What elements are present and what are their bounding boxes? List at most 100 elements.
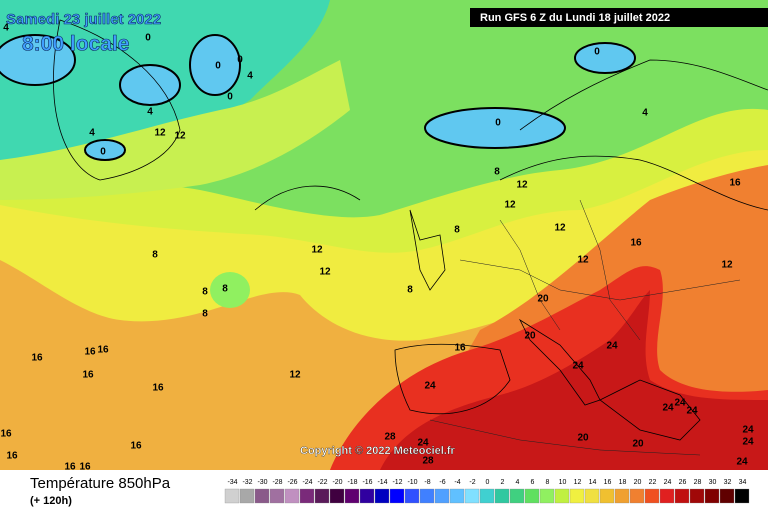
contour-label: 28 — [384, 432, 396, 443]
color-swatch — [449, 488, 465, 504]
contour-label: 16 — [130, 441, 142, 452]
contour-label: 24 — [742, 425, 754, 436]
color-swatch — [404, 488, 420, 504]
color-swatch — [734, 488, 750, 504]
scale-label: 6 — [531, 479, 535, 486]
contour-label: 8 — [454, 225, 460, 236]
color-swatch — [659, 488, 675, 504]
color-swatch — [254, 488, 270, 504]
scale-label: 10 — [559, 479, 567, 486]
contour-label: 12 — [721, 260, 733, 271]
color-swatch — [704, 488, 720, 504]
color-swatch — [239, 488, 255, 504]
contour-label: 16 — [454, 343, 466, 354]
color-swatch — [674, 488, 690, 504]
scale-label: 28 — [694, 479, 702, 486]
scale-label: 14 — [589, 479, 597, 486]
contour-label: 12 — [311, 245, 323, 256]
contour-label: 20 — [577, 433, 589, 444]
contour-label: 8 — [152, 250, 158, 261]
contour-label: 24 — [674, 398, 686, 409]
color-swatch — [524, 488, 540, 504]
scale-label: 8 — [546, 479, 550, 486]
scale-label: -10 — [407, 479, 417, 486]
local-time: 8:00 locale — [22, 33, 129, 56]
scale-label: -2 — [469, 479, 475, 486]
color-swatch — [299, 488, 315, 504]
scale-label: -28 — [272, 479, 282, 486]
contour-label: 16 — [152, 383, 164, 394]
color-swatch — [644, 488, 660, 504]
contour-label: 20 — [524, 331, 536, 342]
scale-label: -6 — [439, 479, 445, 486]
color-swatch — [314, 488, 330, 504]
scale-label: 16 — [604, 479, 612, 486]
temperature-field — [0, 0, 768, 470]
contour-label: 8 — [202, 309, 208, 320]
contour-label: 24 — [742, 437, 754, 448]
color-swatch — [269, 488, 285, 504]
contour-label: 8 — [494, 167, 500, 178]
contour-label: 16 — [79, 462, 91, 473]
scale-label: 2 — [501, 479, 505, 486]
contour-label: 16 — [84, 347, 96, 358]
contour-label: 16 — [82, 370, 94, 381]
color-swatch — [719, 488, 735, 504]
contour-label: 28 — [422, 456, 434, 467]
contour-label: 24 — [736, 457, 748, 468]
scale-label: 26 — [679, 479, 687, 486]
color-swatch — [224, 488, 240, 504]
scale-label: 22 — [649, 479, 657, 486]
contour-label: 16 — [0, 429, 12, 440]
color-swatch — [629, 488, 645, 504]
color-swatch — [479, 488, 495, 504]
legend-title: Température 850hPa — [30, 475, 171, 492]
scale-label: -4 — [454, 479, 460, 486]
scale-label: 12 — [574, 479, 582, 486]
contour-label: 12 — [577, 255, 589, 266]
scale-label: -8 — [424, 479, 430, 486]
contour-label: 4 — [642, 108, 648, 119]
contour-label: 8 — [202, 287, 208, 298]
contour-label: 0 — [227, 92, 233, 103]
color-swatch — [344, 488, 360, 504]
color-swatch — [359, 488, 375, 504]
contour-label: 20 — [632, 439, 644, 450]
contour-label: 8 — [407, 285, 413, 296]
contour-label: 12 — [154, 128, 166, 139]
valid-date: Samedi 23 juillet 2022 — [6, 11, 161, 28]
scale-label: 30 — [709, 479, 717, 486]
color-swatch — [494, 488, 510, 504]
contour-label: 12 — [516, 180, 528, 191]
color-swatch — [509, 488, 525, 504]
color-swatch — [389, 488, 405, 504]
color-swatch — [614, 488, 630, 504]
color-swatch — [584, 488, 600, 504]
scale-label: -14 — [377, 479, 387, 486]
lead-time: (+ 120h) — [30, 495, 72, 507]
scale-label: -32 — [242, 479, 252, 486]
copyright: Copyright © 2022 Meteociel.fr — [300, 445, 456, 457]
run-info: Run GFS 6 Z du Lundi 18 juillet 2022 — [480, 12, 670, 24]
contour-label: 12 — [289, 370, 301, 381]
contour-label: 12 — [554, 223, 566, 234]
contour-label: 16 — [31, 353, 43, 364]
contour-label: 16 — [630, 238, 642, 249]
contour-label: 8 — [222, 284, 228, 295]
contour-label: 24 — [606, 341, 618, 352]
scale-label: -20 — [332, 479, 342, 486]
contour-label: 4 — [147, 107, 153, 118]
contour-label: 16 — [97, 345, 109, 356]
contour-label: 0 — [594, 47, 600, 58]
color-swatch — [569, 488, 585, 504]
color-swatch — [374, 488, 390, 504]
color-swatch — [464, 488, 480, 504]
scale-label: 4 — [516, 479, 520, 486]
scale-label: -18 — [347, 479, 357, 486]
color-scale: -34 -32 -30 -28 -26 -24 -22 -20 -18 -16 -14 -12 -10-… — [224, 479, 750, 504]
contour-label: 12 — [504, 200, 516, 211]
contour-label: 0 — [215, 61, 221, 72]
contour-label: 24 — [424, 381, 436, 392]
